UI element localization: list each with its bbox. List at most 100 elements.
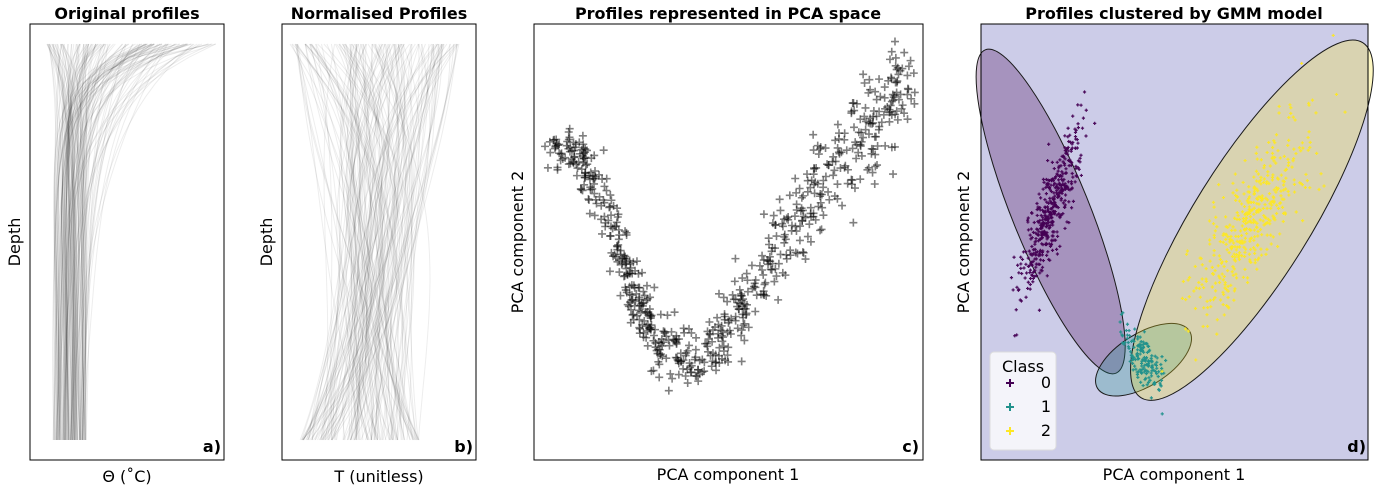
data-point	[1184, 297, 1188, 302]
normalised-profile-line	[295, 43, 411, 441]
normalised-profile-line	[325, 43, 443, 441]
profile-line	[48, 43, 57, 441]
data-point	[1070, 187, 1074, 191]
profile-line	[72, 43, 168, 441]
data-point	[758, 251, 767, 260]
data-point	[630, 283, 639, 292]
data-point	[1274, 133, 1279, 137]
data-point	[1281, 179, 1285, 183]
data-point	[801, 255, 810, 264]
data-point	[843, 179, 852, 188]
data-point	[1208, 242, 1212, 246]
data-point	[1128, 334, 1132, 338]
normalised-profile-line	[325, 43, 386, 441]
normalised-profile-line	[336, 43, 392, 441]
data-point	[1194, 286, 1198, 290]
data-point	[1247, 252, 1251, 256]
data-point	[875, 107, 884, 116]
profile-line	[82, 43, 97, 441]
normalised-profile-line	[371, 43, 420, 441]
data-point	[1259, 253, 1264, 257]
data-point	[719, 342, 728, 351]
profile-line	[82, 43, 89, 441]
data-point	[1248, 247, 1253, 251]
data-point	[1056, 187, 1060, 191]
data-point	[806, 183, 815, 192]
profile-line	[65, 43, 81, 441]
data-point	[767, 265, 776, 274]
data-point	[669, 335, 678, 344]
data-point	[1063, 134, 1067, 138]
data-point	[639, 287, 648, 296]
data-point	[705, 317, 714, 326]
data-point	[1229, 283, 1233, 287]
data-point	[1051, 234, 1055, 238]
data-point	[1026, 228, 1031, 232]
data-point	[1202, 306, 1206, 310]
data-point	[1204, 277, 1208, 281]
data-point	[1067, 220, 1071, 225]
data-point	[1041, 230, 1046, 234]
data-point	[1230, 228, 1234, 233]
profile-line	[64, 43, 192, 441]
profile-line	[53, 43, 105, 441]
data-point	[872, 112, 881, 121]
normalised-profile-line	[327, 43, 356, 441]
profile-line	[60, 43, 143, 441]
data-point	[1286, 189, 1290, 193]
normalised-profile-line	[323, 43, 415, 441]
normalised-profile-line	[375, 43, 444, 441]
data-point	[1282, 197, 1286, 201]
data-point	[817, 225, 826, 234]
data-point	[1271, 214, 1275, 218]
data-point	[1289, 111, 1293, 115]
data-point	[776, 206, 785, 215]
data-point	[563, 137, 572, 146]
data-point	[637, 300, 646, 309]
profile-line	[62, 43, 87, 441]
data-point	[1052, 197, 1057, 201]
data-point	[1267, 192, 1272, 196]
data-point	[1247, 195, 1252, 199]
data-point	[1059, 177, 1064, 181]
data-point	[1118, 320, 1122, 324]
data-point	[816, 192, 825, 201]
data-point	[1270, 178, 1275, 182]
data-point	[1073, 134, 1078, 139]
data-point	[829, 171, 838, 180]
data-point	[1050, 160, 1054, 165]
data-point	[1211, 222, 1216, 226]
data-point	[1250, 208, 1254, 212]
normalised-profile-line	[367, 43, 444, 441]
profile-line	[78, 43, 147, 441]
data-point	[727, 314, 736, 323]
data-point	[660, 329, 669, 338]
data-point	[1233, 259, 1238, 263]
data-point	[1046, 216, 1050, 220]
data-point	[591, 195, 600, 204]
data-point	[1238, 199, 1242, 203]
data-point	[909, 69, 918, 78]
profile-line	[73, 43, 79, 441]
profile-line	[52, 43, 81, 441]
normalised-profile-line	[381, 43, 396, 441]
panel-a-ylabel: Depth	[5, 218, 24, 267]
data-point	[1038, 262, 1042, 267]
data-point	[1068, 133, 1072, 137]
data-point	[904, 62, 913, 71]
data-point	[570, 146, 579, 155]
data-point	[1284, 187, 1288, 191]
normalised-profile-line	[310, 43, 362, 441]
data-point	[1247, 205, 1251, 209]
data-point	[851, 138, 860, 147]
data-point	[1158, 381, 1162, 385]
data-point	[1244, 221, 1248, 226]
data-point	[606, 222, 615, 231]
normalised-profile-line	[309, 43, 360, 441]
data-point	[1248, 227, 1252, 232]
data-point	[1033, 240, 1037, 244]
normalised-profile-line	[310, 43, 379, 441]
data-point	[640, 316, 649, 325]
data-point	[717, 321, 726, 330]
panel-a-profile-lines	[46, 43, 216, 441]
